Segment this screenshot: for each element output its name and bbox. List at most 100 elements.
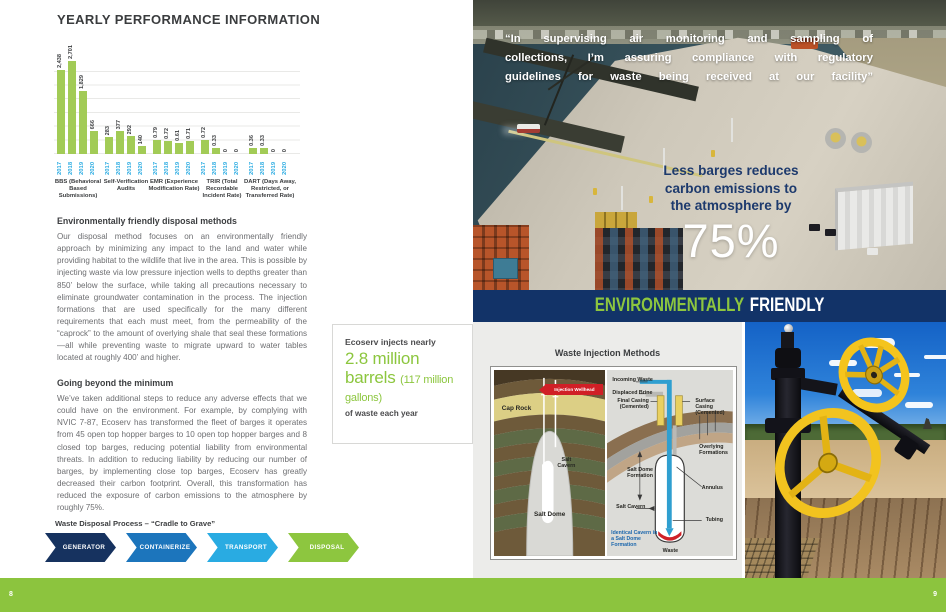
photo-cable-reels [473,225,529,290]
footer-bar: 8 9 [0,578,946,612]
section-disposal-methods: Environmentally friendly disposal method… [57,216,307,365]
chart-group-label: DART (Days Away, Restricted, or Transfer… [244,179,296,200]
bar-value-label: 292 [127,124,134,134]
photo-warehouse [835,181,913,251]
photo-equipment [595,212,637,228]
year-label: 2019 [271,161,278,175]
photo-storage-tank [825,128,846,149]
card-big-stat: 2.8 million barrels (117 million gallons… [345,349,462,406]
stat-line: the atmosphere by [670,198,792,214]
bar-value-label: 0.61 [175,130,182,141]
chart-group: 0.79 0.72 0.61 0.71 2017 2018 2019 2020 EMR (Exp… [148,36,199,201]
year-label: 2020 [234,161,241,175]
page-number-right: 9 [933,591,937,598]
card-gallons: (117 million gallons) [345,373,454,405]
photo-bollard [593,188,597,195]
stat-line: Less barges reduces [663,163,799,178]
overlying-formations-label: Overlying Formations [699,444,728,457]
bar [249,148,257,154]
banner-word-white: FRIENDLY [749,295,825,316]
bar-value-label: 2,701 [68,45,75,59]
year-label: 2020 [138,161,145,175]
bottom-section: Waste Injection Methods [473,322,946,578]
photo-vehicle [825,229,836,236]
photo-bollard [649,196,653,203]
process-step-containerize: CONTAINERIZE [126,533,197,562]
salt-dome-label: Salt Dome [534,511,566,519]
bar [79,91,87,154]
photo-light-pole [731,118,733,142]
diagram-panel: Waste Injection Methods [473,322,742,578]
bar-value-label: 0 [234,148,241,152]
year-label: 2019 [79,161,86,175]
final-casing-label: Final Casing (Cemented) [617,397,649,410]
photo-bollard [711,150,715,157]
valve-photo-gauge [784,324,793,333]
quote-line: “In supervising air monitoring and sampl… [505,33,873,45]
chart-group: 283 377 292 140 2017 2018 2019 2020 Self-Verific… [104,36,149,201]
bar [201,140,209,154]
bar-value-label: 0.71 [186,128,193,139]
cap-rock-label: Cap Rock [501,405,532,413]
quote-line: collections, I’m assuring compliance wit… [505,51,873,64]
incoming-waste-label: Incoming Waste [612,376,653,383]
bar [68,61,76,154]
photo-tugboat [517,124,540,133]
banner-text: ENVIRONMENTALLY FRIENDLY [595,295,825,317]
section-body: Our disposal method focuses on an enviro… [57,232,307,363]
bar [57,70,65,154]
tubing-label: Tubing [705,516,723,523]
bar [105,137,113,154]
process-step-generator: GENERATOR [45,533,116,562]
waste-label: Waste [662,548,679,555]
year-label: 2018 [212,161,219,175]
photo-distant-shore [473,26,946,48]
lower-handwheel [775,407,881,519]
salt-dome-formation-label: Salt Dome Formation [627,466,653,479]
waste-injection-diagram: Injection Wellhead Cap Rock Salt Cavern … [490,366,737,560]
year-label: 2018 [68,161,75,175]
salt-cavern-label: Salt Cavern [557,457,576,470]
section-beyond-minimum: Going beyond the minimum We’ve taken add… [57,378,307,514]
bar-value-label: 377 [116,119,123,129]
year-label: 2018 [164,161,171,175]
year-label: 2019 [127,161,134,175]
photo-vehicle [809,224,820,231]
bar-value-label: 0.36 [249,135,256,146]
bar-value-label: 0 [282,148,289,152]
bar-value-label: 0.33 [212,135,219,146]
page-title: YEARLY PERFORMANCE INFORMATION [57,12,321,27]
photo-light-pole [663,148,665,172]
bar-value-label: 0 [271,148,278,152]
diagram-title: Waste Injection Methods [554,348,661,358]
chart-group: 0.36 0.33 0 0 2017 2018 2019 2020 DART (Days Awa… [244,36,296,201]
diagram-caption: Identical Cavern in a Salt Dome Formatio… [611,529,658,549]
process-step-label: TRANSPORT [224,544,268,551]
year-label: 2019 [223,161,230,175]
diagram-cross-section: Injection Wellhead Cap Rock Salt Cavern … [494,370,606,556]
bar [260,148,268,154]
chart-group-label: TRIR (Total Recordable Incident Rate) [202,179,242,200]
card-outro: of waste each year [345,409,418,419]
photo-supply-vessel [791,38,818,49]
right-page: “In supervising air monitoring and sampl… [473,0,946,612]
card-barrels: 2.8 million barrels [345,349,420,387]
bar-value-label: 2,438 [57,54,64,68]
bar-value-label: 0.72 [164,128,171,139]
testimonial-quote: “In supervising air monitoring and sampl… [505,30,873,86]
bar [186,141,194,154]
bar [164,141,172,154]
bar [175,143,183,154]
year-label: 2017 [57,161,64,175]
bar [153,140,161,154]
bar-value-label: 0.79 [153,127,160,138]
photo-storage-tank [851,132,872,153]
process-label: Waste Disposal Process – “Cradle to Grav… [55,519,216,528]
page-number-left: 8 [9,591,13,598]
photo-container [493,258,518,279]
bar [138,146,146,154]
annulus-label: Annulus [701,485,723,492]
wellhead-valve-photo [745,322,946,578]
bar-value-label: 0 [223,148,230,152]
